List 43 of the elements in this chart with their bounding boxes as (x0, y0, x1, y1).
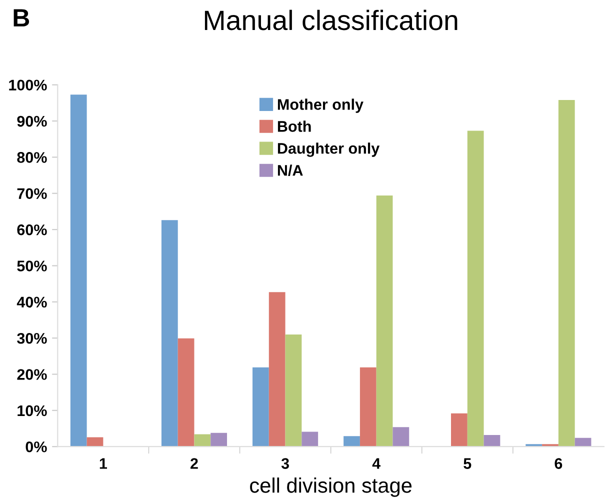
bar (344, 436, 360, 447)
y-tick-label: 100% (9, 80, 47, 91)
y-tick-label: 60% (17, 224, 47, 236)
y-tick-label: 30% (17, 332, 47, 344)
bar (451, 413, 468, 447)
text: B (14, 9, 30, 26)
x-tick-label: 2 (190, 458, 198, 469)
legend-label: Both (278, 120, 311, 132)
bar (302, 432, 318, 447)
bar (70, 94, 87, 447)
legend-label: Mother only (278, 98, 364, 113)
y-tick-label: 0% (26, 441, 47, 452)
x-tick-label: 4 (372, 458, 381, 469)
bar (484, 435, 500, 447)
bar (161, 220, 178, 447)
legend-label: Daughter only (278, 142, 380, 157)
bar (178, 338, 194, 447)
y-tick-label: 40% (16, 296, 47, 308)
bar (376, 196, 393, 447)
y-tick-label: 50% (17, 260, 47, 272)
y-tick-label: 20% (17, 369, 47, 380)
y-tick-label: 10% (18, 405, 47, 416)
bar (252, 367, 269, 447)
bar (574, 438, 592, 447)
bar (285, 334, 302, 447)
x-axis-title: cell division stage (250, 478, 412, 497)
x-tick-label: 6 (554, 458, 562, 469)
legend-label: N/A (278, 164, 303, 176)
y-tick-label: 80% (17, 152, 47, 163)
bar (210, 432, 228, 447)
bar (360, 367, 376, 447)
y-tick-label: 90% (17, 116, 47, 127)
chart-title: Manual classification (204, 10, 458, 30)
x-tick-label: 5 (464, 458, 472, 469)
x-tick-label: 1 (100, 458, 108, 469)
bar (467, 130, 484, 447)
x-tick-label: 3 (281, 458, 289, 469)
bar (392, 427, 410, 447)
bar (86, 437, 104, 447)
bar (268, 292, 286, 447)
y-tick-label: 70% (17, 188, 47, 200)
bar (194, 434, 211, 447)
bar (558, 100, 575, 447)
